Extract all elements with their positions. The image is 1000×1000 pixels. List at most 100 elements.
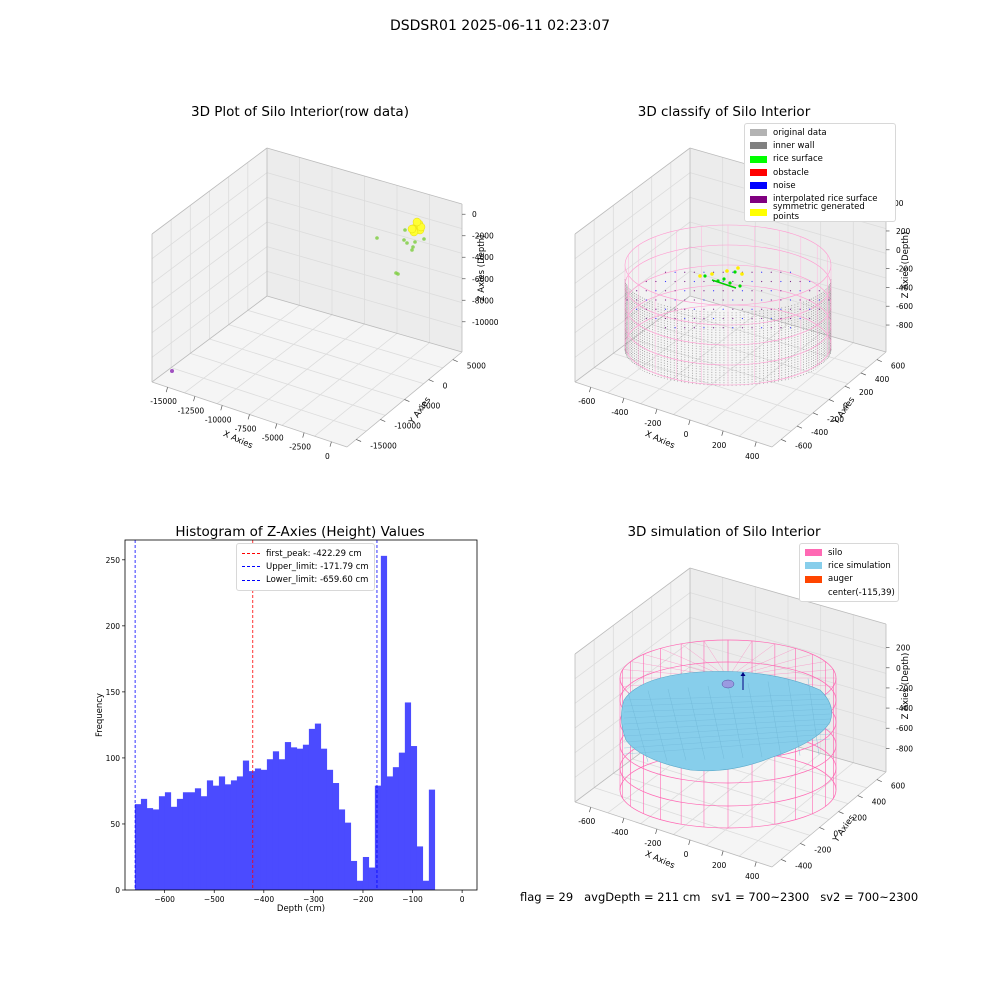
cls-surface-point (712, 327, 715, 329)
raw-z-tick-label: -6000 (472, 275, 494, 284)
cls-surface-point (693, 299, 695, 301)
histogram-y-tick-label: 150 (106, 688, 121, 697)
cls-surface-point (722, 280, 724, 283)
cls-y-tick-label: 400 (875, 375, 890, 384)
histogram-legend-item: Upper_limit: -171.79 cm (242, 560, 369, 573)
raw-point (410, 248, 414, 252)
cls-surface-point (674, 290, 676, 292)
sim-legend-item: rice simulation (805, 559, 893, 572)
histogram-bar (344, 822, 352, 890)
raw-x-tick-mark (193, 396, 196, 402)
raw-point (412, 217, 422, 227)
cls-axis-edge (574, 295, 691, 383)
raw-point (422, 237, 426, 241)
cls-surface-point (741, 299, 744, 301)
cls-surface-point (693, 327, 695, 329)
sim-rice-mesh (807, 678, 820, 755)
histogram-legend-item: Lower_limit: -659.60 cm (242, 574, 369, 587)
histogram-legend-label: first_peak: -422.29 cm (266, 548, 362, 559)
cls-surface-point (693, 317, 695, 320)
cls-surface-point (809, 290, 811, 292)
cls-symmetric-point (736, 266, 740, 270)
sim-x-tick-mark (655, 828, 658, 835)
cls-surface-point (703, 317, 705, 320)
sim-z-tick-label: -600 (896, 724, 913, 733)
cls-surface-point (664, 299, 667, 301)
cls-x-tick-label: 400 (745, 452, 760, 461)
sim-x-axis-label: X Axies (643, 849, 676, 871)
histogram-bar (386, 776, 394, 890)
histogram-bar (380, 555, 388, 890)
cls-surface-point (741, 290, 744, 292)
cls-surface-point (722, 271, 724, 273)
cls-surface-point (789, 317, 792, 320)
cls-symmetric-point (698, 274, 702, 278)
cls-surface-point (818, 308, 820, 310)
cls-surface-point (780, 271, 782, 273)
cls-y-tick-mark (844, 385, 850, 389)
sim-x-tick-label: 400 (745, 872, 760, 881)
cls-x-tick-label: 0 (684, 430, 689, 439)
cls-surface-point (703, 308, 705, 310)
cls-surface-point (809, 299, 811, 301)
histogram-x-tick-label: 0 (460, 895, 465, 904)
histogram-bar (272, 751, 280, 890)
cls-legend-item: rice surface (750, 153, 890, 166)
sim-x-tick-mark (721, 850, 724, 856)
cls-x-tick-label: -400 (611, 408, 628, 417)
histogram-bar (362, 856, 370, 890)
raw-x-tick-label: -5000 (262, 434, 284, 443)
cls-surface-point (741, 308, 744, 310)
cls-surface-point (684, 317, 686, 320)
histogram-bar (368, 867, 376, 890)
histogram-bar (158, 796, 166, 890)
histogram-bar (356, 880, 364, 890)
cls-y-tick-label: -600 (795, 441, 812, 450)
raw-x-tick-label: -15000 (150, 397, 177, 406)
cls-surface-point (693, 280, 695, 283)
sim-rice-mesh (623, 723, 831, 737)
cls-surface-point (674, 271, 676, 273)
cls-surface-point (712, 299, 715, 301)
histogram-y-tick-label: 100 (106, 754, 121, 763)
histogram-title: Histogram of Z-Axies (Height) Values (175, 524, 425, 540)
cls-surface-point (674, 327, 676, 329)
cls-legend-swatch (750, 142, 767, 150)
figure-title: DSDSR01 2025-06-11 02:23:07 (389, 18, 610, 34)
histogram-y-tick-label: 200 (106, 622, 121, 631)
cls-surface-point (636, 308, 638, 310)
sim-y-tick-mark (857, 795, 863, 798)
raw-point (407, 224, 417, 234)
cls-x-tick-mark (688, 419, 691, 425)
cls-x-tick-mark (721, 430, 724, 436)
histogram-bar (176, 798, 184, 890)
cls-surface-point (789, 290, 792, 292)
sim-rice-mesh (623, 693, 831, 701)
cls-surface-point (770, 308, 772, 310)
cls-surface-point (655, 317, 657, 320)
histogram-bar (428, 789, 436, 890)
cls-surface-point (761, 327, 763, 329)
cls-surface-point (703, 299, 705, 301)
cls-surface-point (741, 280, 744, 283)
cls-surface-point (732, 280, 734, 283)
cls-surface-point (828, 299, 830, 301)
histogram-bar (326, 769, 334, 890)
cls-surface-point (809, 308, 811, 310)
cls-surface-point (722, 290, 724, 292)
cls-x-tick-mark (754, 441, 757, 447)
cls-surface-point (712, 308, 715, 310)
cls-surface-point (655, 290, 657, 292)
status-footer: flag = 29 avgDepth = 211 cm sv1 = 700~23… (520, 890, 919, 904)
cls-surface-point (751, 317, 753, 320)
sim-z-tick-label: -800 (896, 744, 913, 753)
cls-rice-point (738, 284, 742, 288)
histogram-x-tick-label: −300 (303, 895, 324, 904)
histogram-bar (140, 798, 148, 890)
cls-surface-point (703, 271, 705, 273)
sim-grid-line (574, 592, 691, 679)
raw-grid-line (247, 309, 443, 369)
cls-rice-point (728, 281, 732, 285)
histogram-bar (242, 760, 250, 890)
sim-axis-edge (771, 771, 887, 868)
